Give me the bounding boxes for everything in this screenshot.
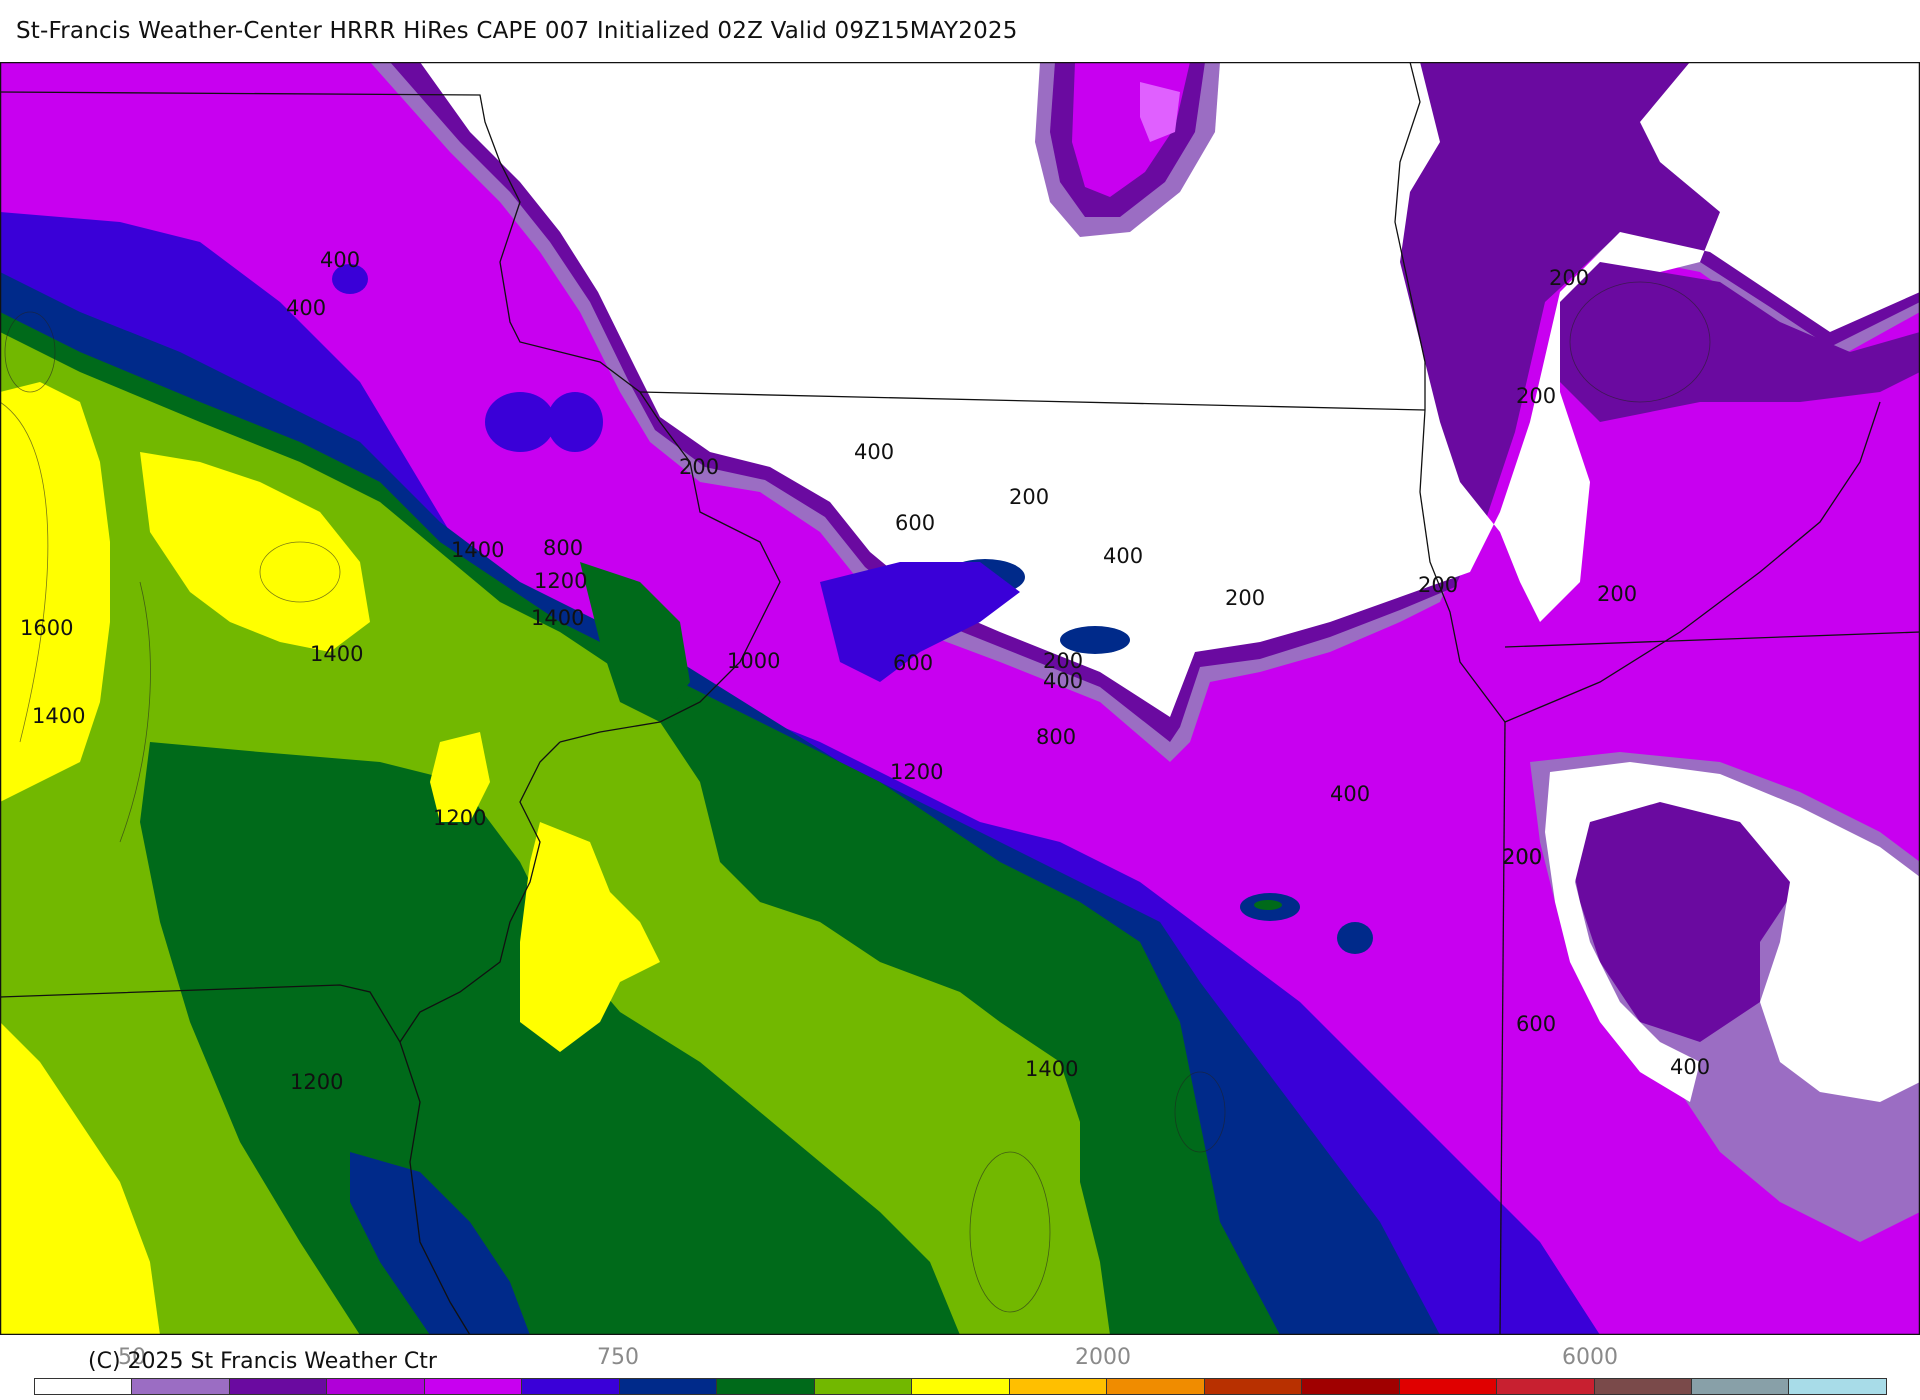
contour-label: 400 [1330, 782, 1370, 806]
contour-label: 600 [1516, 1012, 1556, 1036]
colorbar-swatch [132, 1379, 230, 1394]
contour-label: 1200 [534, 569, 587, 593]
contour-label: 200 [1549, 266, 1589, 290]
contour-label: 600 [893, 651, 933, 675]
colorbar-swatch [1107, 1379, 1205, 1394]
contour-label: 400 [1103, 544, 1143, 568]
colorbar-swatch [424, 1379, 523, 1394]
contour-label: 1400 [451, 538, 504, 562]
colorbar-swatch [1594, 1379, 1692, 1394]
contour-label: 400 [854, 440, 894, 464]
contour-label: 400 [1043, 669, 1083, 693]
cape-band-northeast [1560, 262, 1920, 422]
contour-label: 200 [1043, 649, 1083, 673]
colorbar-swatch [522, 1379, 620, 1394]
cape-map-svg: 400 400 200 400 200 600 400 1400 800 120… [0, 62, 1920, 1335]
contour-label: 1400 [531, 606, 584, 630]
contour-label: 800 [543, 536, 583, 560]
contour-label: 1400 [32, 704, 85, 728]
colorbar-swatch [814, 1379, 913, 1394]
cape-patch-yellow-west [0, 382, 110, 802]
colorbar-swatch [1789, 1379, 1886, 1394]
colorbar [34, 1378, 1887, 1395]
contour-label: 200 [1516, 384, 1556, 408]
contour-label: 200 [1225, 586, 1265, 610]
contour-label: 200 [1502, 845, 1542, 869]
contour-label: 400 [1670, 1055, 1710, 1079]
contour-label: 400 [320, 248, 360, 272]
contour-label: 200 [1418, 573, 1458, 597]
contour-label: 200 [1009, 485, 1049, 509]
colorbar-swatch [1691, 1379, 1790, 1394]
colorbar-tick-label: 750 [597, 1345, 639, 1370]
contour-lines [0, 281, 1711, 1313]
colorbar-tick-label: 50 [118, 1345, 146, 1370]
contour-label: 200 [1597, 582, 1637, 606]
colorbar-swatch [35, 1379, 133, 1394]
contour-label: 600 [895, 511, 935, 535]
contour-label: 1200 [890, 760, 943, 784]
colorbar-swatch [229, 1379, 328, 1394]
colorbar-swatch [1399, 1379, 1498, 1394]
colorbar-swatch [619, 1379, 718, 1394]
cape-map: 400 400 200 400 200 600 400 1400 800 120… [0, 62, 1920, 1335]
contour-label: 200 [679, 455, 719, 479]
colorbar-swatch [1204, 1379, 1303, 1394]
contour-label: 1200 [290, 1070, 343, 1094]
no-cape-region-southeast [1545, 762, 1920, 1102]
contour-label: 1400 [1025, 1057, 1078, 1081]
colorbar-swatch [912, 1379, 1010, 1394]
colorbar-swatch [327, 1379, 425, 1394]
contour-label: 1400 [310, 642, 363, 666]
contour-labels: 400 400 200 400 200 600 400 1400 800 120… [20, 248, 1710, 1094]
copyright-text: (C) 2025 St Francis Weather Ctr [88, 1349, 437, 1374]
contour-label: 1200 [433, 806, 486, 830]
map-title: St-Francis Weather-Center HRRR HiRes CAP… [16, 18, 1018, 44]
boundary-lines [0, 62, 1920, 1335]
contour-label: 400 [286, 296, 326, 320]
colorbar-tick-label: 6000 [1562, 1345, 1618, 1370]
contour-label: 200 [1502, 845, 1542, 869]
colorbar-swatch [1497, 1379, 1595, 1394]
colorbar-swatch [717, 1379, 815, 1394]
contour-label: 800 [1036, 725, 1076, 749]
colorbar-swatch [1302, 1379, 1400, 1394]
colorbar-swatch [1009, 1379, 1108, 1394]
contour-label: 1600 [20, 616, 73, 640]
no-cape-region-north [420, 62, 1920, 717]
colorbar-tick-label: 2000 [1075, 1345, 1131, 1370]
contour-label: 1000 [727, 649, 780, 673]
